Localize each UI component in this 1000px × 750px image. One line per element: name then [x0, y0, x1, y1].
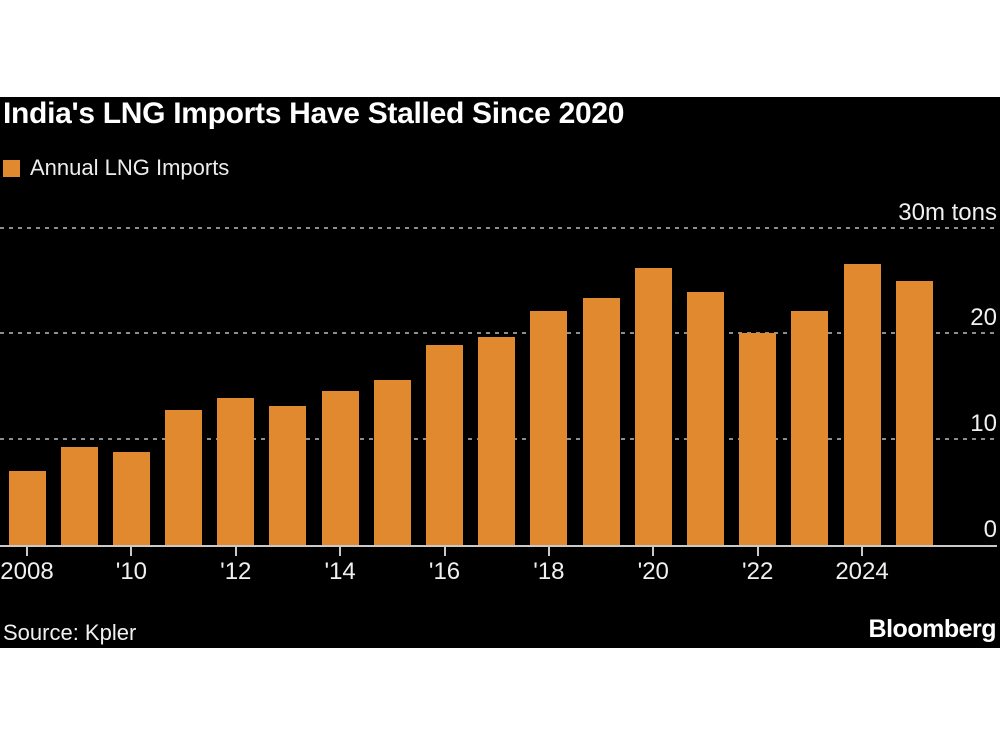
x-axis-label-2020: '20 [637, 558, 669, 585]
x-axis-tick-2022 [756, 547, 759, 556]
x-axis-label-2018: '18 [533, 558, 565, 585]
bar-2024 [843, 263, 881, 545]
bar-2018 [530, 311, 568, 545]
x-axis-tick-2014 [339, 547, 342, 556]
bar-2020 [634, 267, 672, 545]
bar-2012 [217, 397, 255, 545]
y-axis-label-10: 10 [970, 410, 997, 438]
x-axis-label-2010: '10 [115, 558, 148, 585]
chart-panel: India's LNG Imports Have Stalled Since 2… [0, 97, 1000, 648]
x-axis-label-2008: 2008 [0, 558, 54, 585]
gridline-20 [0, 332, 997, 335]
source-note: Source: Kpler [3, 620, 137, 645]
plot-area: 0 10 20 30m tons 2008 '10 '12 '14 '16 '18 '20 '22 20… [0, 97, 1000, 648]
y-axis-label-30: 30m tons [898, 198, 997, 226]
bar-2016 [426, 345, 464, 545]
bar-2025 [895, 280, 933, 545]
bar-2008 [8, 470, 46, 545]
x-axis-tick-2016 [443, 547, 446, 556]
x-axis-label-2016: '16 [428, 558, 461, 585]
bar-2013 [269, 406, 307, 545]
x-axis-tick-2010 [130, 547, 133, 556]
x-axis-tick-2018 [547, 547, 550, 556]
x-axis-label-2012: '12 [220, 558, 252, 585]
x-axis-tick-2024 [861, 547, 864, 556]
bar-2022 [739, 333, 777, 545]
bar-2017 [478, 336, 516, 545]
x-axis-label-2022: '22 [742, 558, 774, 585]
bar-2023 [791, 311, 829, 545]
legend-swatch [3, 159, 20, 177]
bloomberg-logo: Bloomberg [868, 615, 997, 643]
x-axis-label-2024: 2024 [835, 558, 889, 585]
x-axis-label-2014: '14 [324, 558, 356, 585]
legend: Annual LNG Imports [3, 155, 229, 181]
y-axis-label-20: 20 [970, 304, 997, 332]
bar-2009 [60, 446, 98, 545]
bar-2019 [582, 297, 620, 545]
y-axis-label-0: 0 [983, 516, 997, 543]
legend-label: Annual LNG Imports [30, 155, 230, 180]
bar-2015 [373, 380, 411, 545]
chart-title: India's LNG Imports Have Stalled Since 2… [3, 97, 625, 130]
bar-2011 [165, 409, 203, 545]
x-axis-tick-2012 [234, 547, 237, 556]
gridline-30 [0, 226, 997, 229]
x-axis-tick-2020 [652, 547, 655, 556]
bar-2014 [321, 390, 359, 545]
bar-2010 [112, 451, 150, 545]
bar-2021 [686, 292, 724, 545]
x-axis-line [0, 545, 997, 547]
x-axis-tick-2008 [26, 547, 28, 556]
